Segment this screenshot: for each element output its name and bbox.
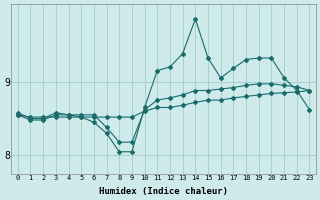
X-axis label: Humidex (Indice chaleur): Humidex (Indice chaleur)	[99, 187, 228, 196]
